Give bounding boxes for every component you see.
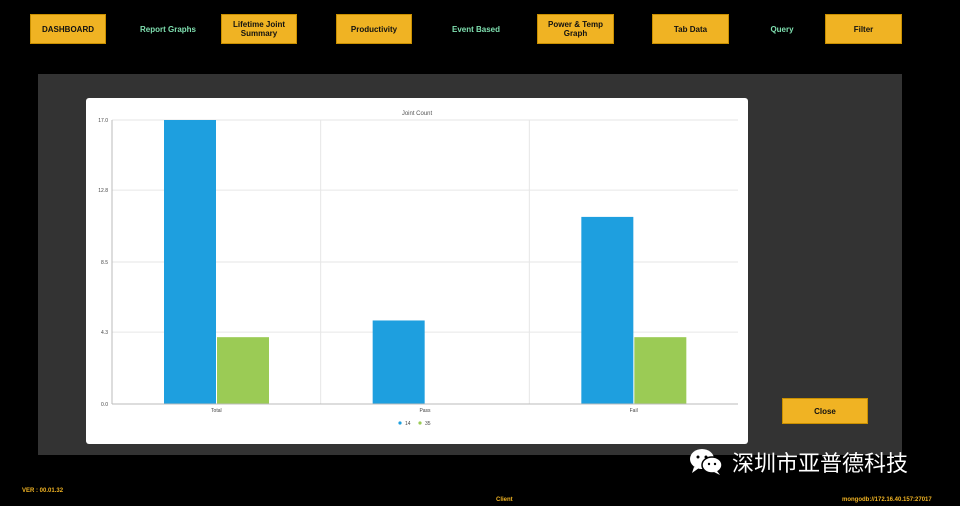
x-tick-label: Total [211,408,222,414]
report-graphs-link[interactable]: Report Graphs [139,24,196,34]
joint-count-chart: Joint Count 0.0 4.3 8.5 12.8 17.0 Total Pass Fa… [98,111,738,427]
bar-14-fail[interactable] [581,216,634,404]
chart-bars [164,120,687,404]
y-tick-label: 8.5 [101,260,108,266]
legend-label-35[interactable]: 35 [425,421,431,427]
lifetime-joint-summary-label: Lifetime Joint Summary [232,20,285,38]
y-tick-label: 4.3 [101,330,108,336]
close-button[interactable]: Close [782,398,868,424]
y-tick-label: 12.8 [98,188,108,194]
event-based-link[interactable]: Event Based [451,24,501,34]
version-label: VER : 00.01.32 [22,488,64,494]
bar-35-total[interactable] [217,337,269,404]
x-tick-label: Pass [419,408,431,414]
chart-axes: 0.0 4.3 8.5 12.8 17.0 Total Pass Fail [98,118,738,414]
db-connection-label: mongodb://172.16.40.157:27017 [842,497,932,503]
legend-marker-14 [398,421,402,425]
productivity-button[interactable]: Productivity [336,14,412,44]
y-tick-label: 17.0 [98,118,108,124]
legend-label-14[interactable]: 14 [405,421,411,427]
watermark: 深圳市亚普德科技 [688,446,908,478]
dashboard-button[interactable]: DASHBOARD [30,14,106,44]
x-tick-label: Fail [630,408,638,414]
bar-14-pass[interactable] [372,320,425,404]
tab-data-button[interactable]: Tab Data [652,14,729,44]
bar-14-total[interactable] [164,120,216,404]
lifetime-joint-summary-button[interactable]: Lifetime Joint Summary [221,14,297,44]
query-link[interactable]: Query [770,24,794,34]
chart-modal: Joint Count 0.0 4.3 8.5 12.8 17.0 Total Pass Fa… [86,98,748,444]
watermark-text: 深圳市亚普德科技 [732,452,909,477]
chart-title: Joint Count [402,111,433,117]
power-temp-graph-label: Power & Temp Graph [548,20,603,38]
bar-35-fail[interactable] [634,337,687,404]
power-temp-graph-button[interactable]: Power & Temp Graph [537,14,614,44]
filter-button[interactable]: Filter [825,14,902,44]
y-tick-label: 0.0 [101,402,108,408]
chart-legend[interactable]: 14 35 [398,421,431,427]
client-label: Client [496,497,513,503]
legend-marker-35 [418,421,422,425]
wechat-icon [690,449,723,475]
